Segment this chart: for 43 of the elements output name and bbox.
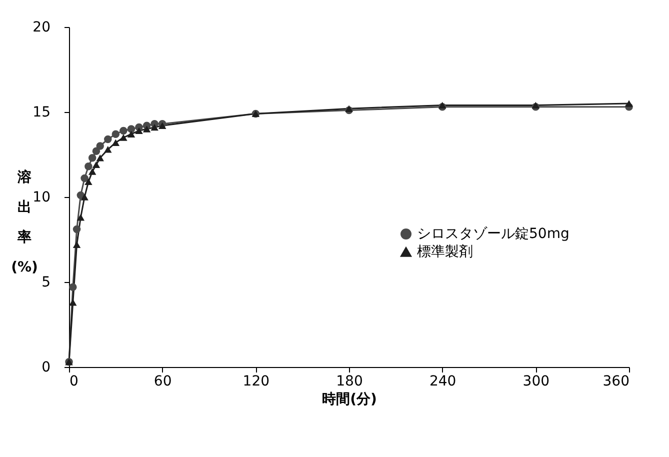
point xyxy=(112,139,120,146)
point xyxy=(84,178,92,186)
point xyxy=(120,134,128,141)
point xyxy=(112,130,120,138)
y-tick-label: 20 xyxy=(32,20,50,36)
y-tick-label: 15 xyxy=(32,104,50,120)
point xyxy=(88,168,96,175)
point xyxy=(92,161,100,168)
point xyxy=(76,214,85,221)
point xyxy=(120,126,128,135)
y-tick-label: 5 xyxy=(42,274,50,290)
point xyxy=(625,100,633,107)
point xyxy=(69,283,77,291)
point xyxy=(69,299,77,306)
point xyxy=(127,130,136,138)
legend-label: シロスタゾール錠50mg xyxy=(417,226,570,242)
point xyxy=(96,142,104,150)
point xyxy=(142,126,151,132)
point xyxy=(84,162,92,170)
point xyxy=(92,147,100,155)
y-tick-label: 10 xyxy=(32,190,50,206)
point xyxy=(345,105,353,112)
point xyxy=(150,124,158,131)
point xyxy=(104,146,112,153)
x-axis-title: 時間(分) xyxy=(322,392,377,408)
x-tick-label: 240 xyxy=(429,374,456,390)
point xyxy=(104,135,112,144)
point xyxy=(72,225,81,234)
point xyxy=(88,154,96,162)
legend-label: 標準製剤 xyxy=(417,244,473,260)
x-tick-label: 180 xyxy=(336,374,363,390)
x-tick-label: 360 xyxy=(602,374,630,390)
point xyxy=(127,125,136,133)
point xyxy=(72,241,81,248)
point xyxy=(80,174,88,182)
y-tick-label: 0 xyxy=(42,360,50,376)
x-tick-label: 120 xyxy=(242,374,270,390)
x-tick-label: 300 xyxy=(522,374,550,390)
x-tick-label: 60 xyxy=(154,374,172,390)
point xyxy=(135,127,143,134)
point xyxy=(96,154,104,162)
x-tick-label: 0 xyxy=(70,374,78,390)
point xyxy=(80,194,88,200)
